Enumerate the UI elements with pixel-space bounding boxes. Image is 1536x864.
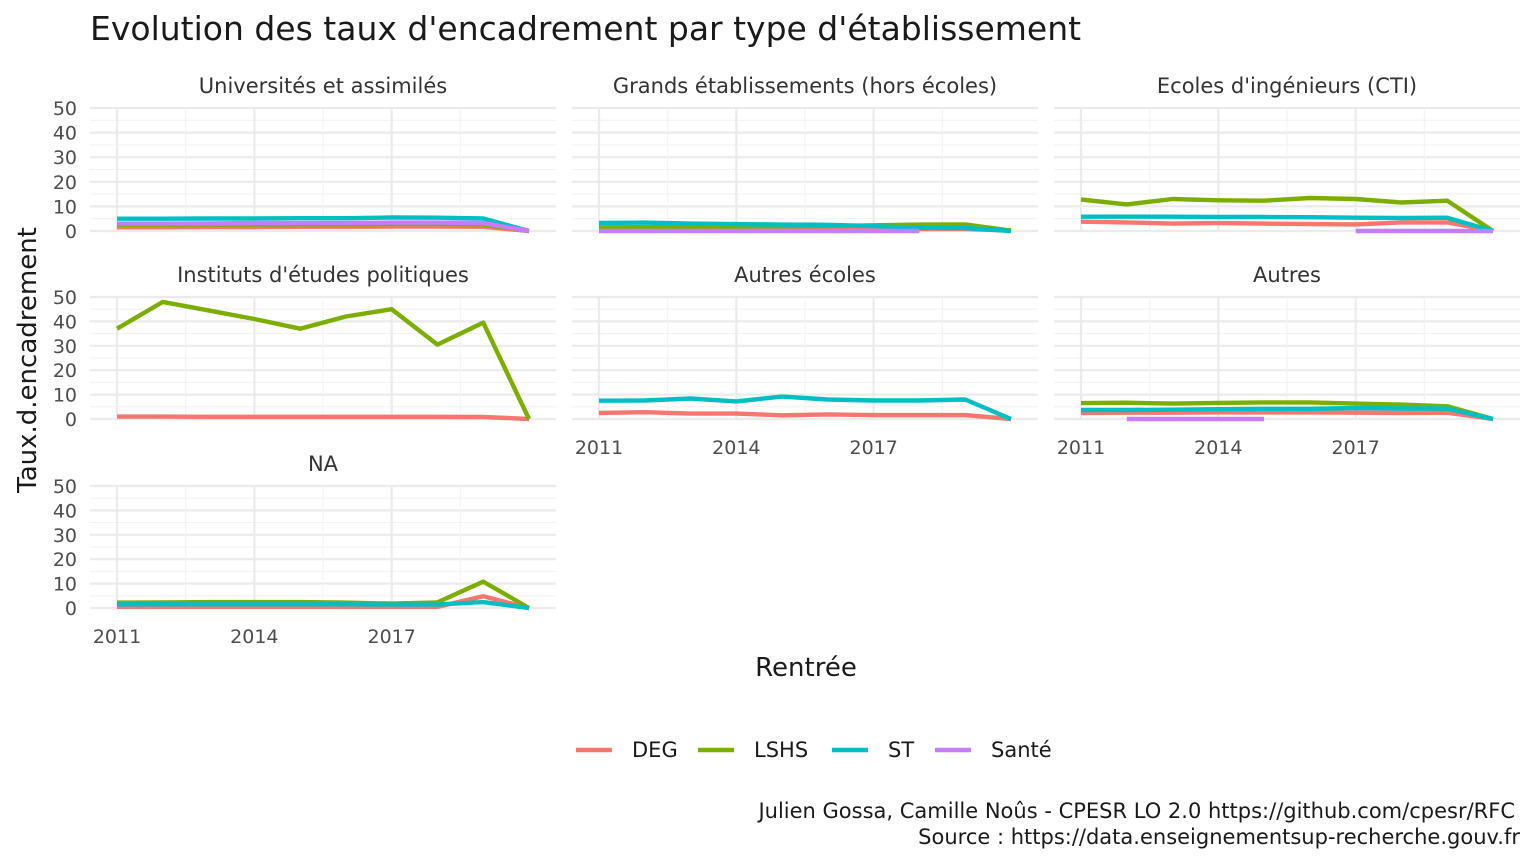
- x-tick-label: 2014: [230, 626, 278, 648]
- y-tick-label: 30: [53, 525, 77, 547]
- y-tick-label: 10: [53, 196, 77, 218]
- y-tick-label: 10: [53, 385, 77, 407]
- legend-label: Santé: [991, 738, 1052, 762]
- y-tick-label: 10: [53, 574, 77, 596]
- x-tick-label: 2014: [712, 437, 760, 459]
- series-line-deg: [117, 224, 530, 234]
- series-line-lshs: [115, 299, 531, 420]
- series-line-deg: [598, 410, 1012, 422]
- series-line-st: [117, 215, 530, 234]
- legend-item-deg: DEG: [576, 738, 678, 762]
- y-tick-label: 30: [53, 147, 77, 169]
- chart-title: Evolution des taux d'encadrement par typ…: [90, 9, 1081, 48]
- panel-autres-ecoles: Autres écoles 2011 2014 2017: [572, 263, 1038, 459]
- panel-strip-label: Instituts d'études politiques: [177, 263, 469, 287]
- legend-label: DEG: [632, 738, 678, 762]
- y-axis-title: Taux.d.encadrement: [13, 227, 43, 494]
- series-line-st: [598, 220, 1012, 234]
- panel-ecoles-d-ingenieurs-cti: Ecoles d'ingénieurs (CTI): [1054, 74, 1520, 234]
- x-tick-label: 2017: [367, 626, 415, 648]
- x-tick-label: 2017: [849, 437, 897, 459]
- series-line-deg: [117, 414, 530, 422]
- panel-strip-label: Autres: [1253, 263, 1321, 287]
- series-line-deg: [1080, 410, 1494, 422]
- x-axis-title: Rentrée: [755, 653, 857, 683]
- y-tick-label: 30: [53, 336, 77, 358]
- y-tick-label: 40: [53, 500, 77, 522]
- y-tick-label: 0: [65, 409, 77, 431]
- series-line-st: [1081, 405, 1494, 422]
- y-tick-label: 40: [53, 123, 77, 145]
- x-tick-label: 2011: [93, 626, 141, 648]
- y-tick-label: 50: [53, 98, 77, 120]
- caption-credits: Julien Gossa, Camille Noûs - CPESR LO 2.…: [756, 799, 1515, 823]
- series-line-st: [1081, 214, 1494, 234]
- panel-grands-etablissements-hors-ecoles: Grands établissements (hors écoles): [572, 74, 1038, 234]
- y-tick-label: 50: [53, 287, 77, 309]
- x-tick-label: 2011: [575, 437, 623, 459]
- x-tick-label: 2017: [1331, 437, 1379, 459]
- legend-label: LSHS: [754, 738, 808, 762]
- series-line-lshs: [1080, 400, 1494, 422]
- y-tick-label: 20: [53, 549, 77, 571]
- legend-item-lshs: LSHS: [698, 738, 808, 762]
- y-tick-label: 20: [53, 360, 77, 382]
- panel-strip-label: Universités et assimilés: [199, 74, 447, 98]
- x-tick-label: 2014: [1194, 437, 1242, 459]
- panel-strip-label: Ecoles d'ingénieurs (CTI): [1157, 74, 1417, 98]
- panel-strip-label: NA: [308, 452, 339, 476]
- panel-autres: Autres 2011 2014 2017: [1054, 263, 1520, 459]
- panel-strip-label: Grands établissements (hors écoles): [613, 74, 997, 98]
- y-tick-label: 0: [65, 598, 77, 620]
- y-tick-label: 50: [53, 476, 77, 498]
- series-line-st: [598, 394, 1012, 422]
- chart-legend: DEG LSHS ST Santé: [576, 738, 1052, 762]
- y-tick-label: 20: [53, 172, 77, 194]
- x-tick-label: 2011: [1057, 437, 1105, 459]
- series-line-lshs: [1080, 195, 1495, 233]
- y-tick-label: 0: [65, 221, 77, 243]
- series-line-deg: [1080, 219, 1494, 234]
- series-line-sante: [117, 220, 530, 234]
- legend-item-sante: Santé: [935, 738, 1052, 762]
- series-line-st: [117, 599, 530, 611]
- chart-panels: Universités et assimilés01020304050Grand…: [53, 74, 1520, 648]
- legend-item-st: ST: [832, 738, 914, 762]
- panel-strip-label: Autres écoles: [734, 263, 876, 287]
- legend-label: ST: [888, 738, 914, 762]
- y-tick-label: 40: [53, 311, 77, 333]
- caption-source: Source : https://data.enseignementsup-re…: [918, 825, 1520, 849]
